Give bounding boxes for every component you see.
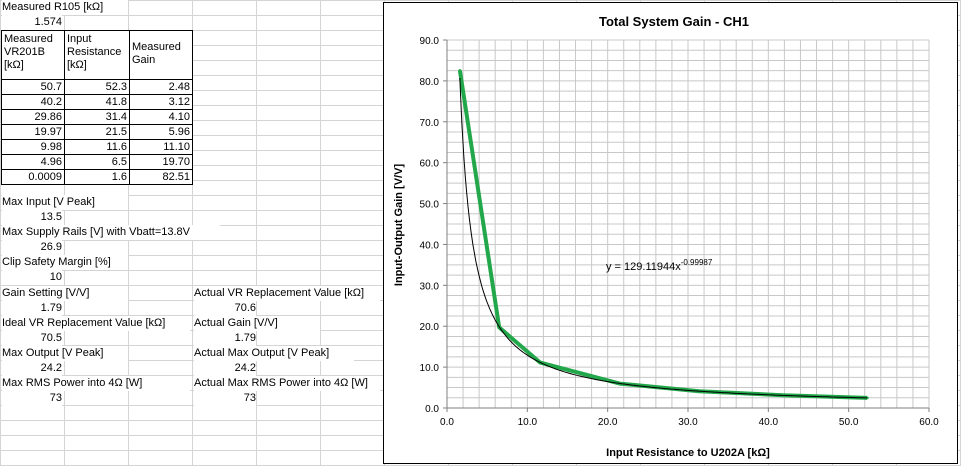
table-row: 40.2 41.8 3.12 [1,94,193,110]
y-tick-label: 70.0 [420,118,440,129]
table-row: 50.7 52.3 2.48 [1,79,193,95]
cell-vr201b[interactable]: 50.7 [1,79,65,95]
header-measured-gain[interactable]: Measured Gain [129,30,193,80]
max-input-label[interactable]: Max Input [V Peak] [2,195,128,210]
x-tick-label: 10.0 [518,417,538,428]
max-rms-value[interactable]: 73 [2,391,62,406]
x-tick-label: 20.0 [598,417,618,428]
cell-measured-gain[interactable]: 11.10 [129,139,193,155]
table-row: 29.86 31.4 4.10 [1,109,193,125]
cell-input-resistance[interactable]: 11.6 [64,139,130,155]
table-row: 9.98 11.6 11.10 [1,139,193,155]
cell-vr201b[interactable]: 40.2 [1,94,65,110]
table-header-row: Measured VR201B [kΩ] Input Resistance [k… [1,30,193,80]
ideal-vr-value[interactable]: 70.5 [2,331,62,346]
cell-input-resistance[interactable]: 1.6 [64,169,130,185]
cell-measured-gain[interactable]: 2.48 [129,79,193,95]
cell-measured-gain[interactable]: 4.10 [129,109,193,125]
x-tick-label: 30.0 [678,417,698,428]
actual-max-output-value[interactable]: 24.2 [194,361,256,376]
max-supply-label[interactable]: Max Supply Rails [V] with Vbatt=13.8V [2,225,220,240]
max-rms-label[interactable]: Max RMS Power into 4Ω [W] [2,376,190,391]
actual-max-output-label[interactable]: Actual Max Output [V Peak] [194,346,354,361]
chart-gridlines [446,39,930,409]
x-tick-label: 0.0 [440,417,454,428]
actual-gain-value[interactable]: 1.79 [194,331,256,346]
max-supply-value[interactable]: 26.9 [2,240,62,255]
cell-vr201b[interactable]: 0.0009 [1,169,65,185]
ideal-vr-label[interactable]: Ideal VR Replacement Value [kΩ] [2,316,190,331]
cell-measured-gain[interactable]: 3.12 [129,94,193,110]
measurement-table: Measured VR201B [kΩ] Input Resistance [k… [1,30,193,185]
cell-vr201b[interactable]: 9.98 [1,139,65,155]
x-tick-label: 60.0 [919,417,939,428]
cell-input-resistance[interactable]: 31.4 [64,109,130,125]
max-output-value[interactable]: 24.2 [2,361,62,376]
gain-setting-label[interactable]: Gain Setting [V/V] [2,286,128,301]
y-tick-label: 60.0 [420,159,440,170]
max-input-value[interactable]: 13.5 [2,210,62,225]
x-axis-label: Input Resistance to U202A [kΩ] [606,447,770,459]
measured-r105-label[interactable]: Measured R105 [kΩ] [2,0,128,15]
y-tick-label: 50.0 [420,200,440,211]
y-tick-label: 90.0 [420,36,440,47]
y-tick-label: 0.0 [425,404,439,415]
clip-margin-value[interactable]: 10 [2,270,62,285]
x-tick-label: 50.0 [839,417,859,428]
y-tick-label: 30.0 [420,281,440,292]
clip-margin-label[interactable]: Clip Safety Margin [%] [2,255,128,270]
trendline-equation-base: y = 129.11944x [606,261,681,273]
table-row: 19.97 21.5 5.96 [1,124,193,140]
table-row: 0.0009 1.6 82.51 [1,169,193,185]
header-input-resistance[interactable]: Input Resistance [kΩ] [64,30,130,80]
trendline-equation-exponent: -0.99987 [681,258,713,267]
trendline-equation: y = 129.11944x-0.99987 [606,258,713,273]
gain-setting-value[interactable]: 1.79 [2,301,62,316]
actual-gain-label[interactable]: Actual Gain [V/V] [194,316,320,331]
chart-tick-labels: 0.0 10.0 20.0 30.0 40.0 50.0 60.0 0.0 10.0 20.0 30… [420,36,940,428]
cell-vr201b[interactable]: 29.86 [1,109,65,125]
y-axis-label: Input-Output Gain [V/V] [393,164,405,287]
y-tick-label: 80.0 [420,77,440,88]
cell-input-resistance[interactable]: 52.3 [64,79,130,95]
gain-chart[interactable]: Total System Gain - CH1 0.0 10.0 20.0 30.0 4… [383,2,958,464]
actual-max-rms-label[interactable]: Actual Max RMS Power into 4Ω [W] [194,376,380,391]
y-tick-label: 20.0 [420,322,440,333]
x-tick-label: 40.0 [759,417,779,428]
cell-input-resistance[interactable]: 6.5 [64,154,130,170]
data-point [865,396,869,400]
cell-measured-gain[interactable]: 19.70 [129,154,193,170]
chart-title: Total System Gain - CH1 [599,14,749,29]
data-point [458,69,462,73]
chart-canvas: Total System Gain - CH1 0.0 10.0 20.0 30.0 4… [393,14,940,459]
y-tick-label: 10.0 [420,363,440,374]
y-tick-label: 40.0 [420,240,440,251]
cell-vr201b[interactable]: 19.97 [1,124,65,140]
measured-r105-value[interactable]: 1.574 [2,15,62,30]
chart-series [457,69,869,400]
header-measured-vr201b[interactable]: Measured VR201B [kΩ] [1,30,65,80]
cell-measured-gain[interactable]: 82.51 [129,169,193,185]
trendline-power [459,78,868,399]
actual-max-rms-value[interactable]: 73 [194,391,256,406]
max-output-label[interactable]: Max Output [V Peak] [2,346,128,361]
actual-vr-label[interactable]: Actual VR Replacement Value [kΩ] [194,286,380,301]
cell-vr201b[interactable]: 4.96 [1,154,65,170]
cell-input-resistance[interactable]: 21.5 [64,124,130,140]
cell-input-resistance[interactable]: 41.8 [64,94,130,110]
actual-vr-value[interactable]: 70.6 [194,301,256,316]
cell-measured-gain[interactable]: 5.96 [129,124,193,140]
table-row: 4.96 6.5 19.70 [1,154,193,170]
